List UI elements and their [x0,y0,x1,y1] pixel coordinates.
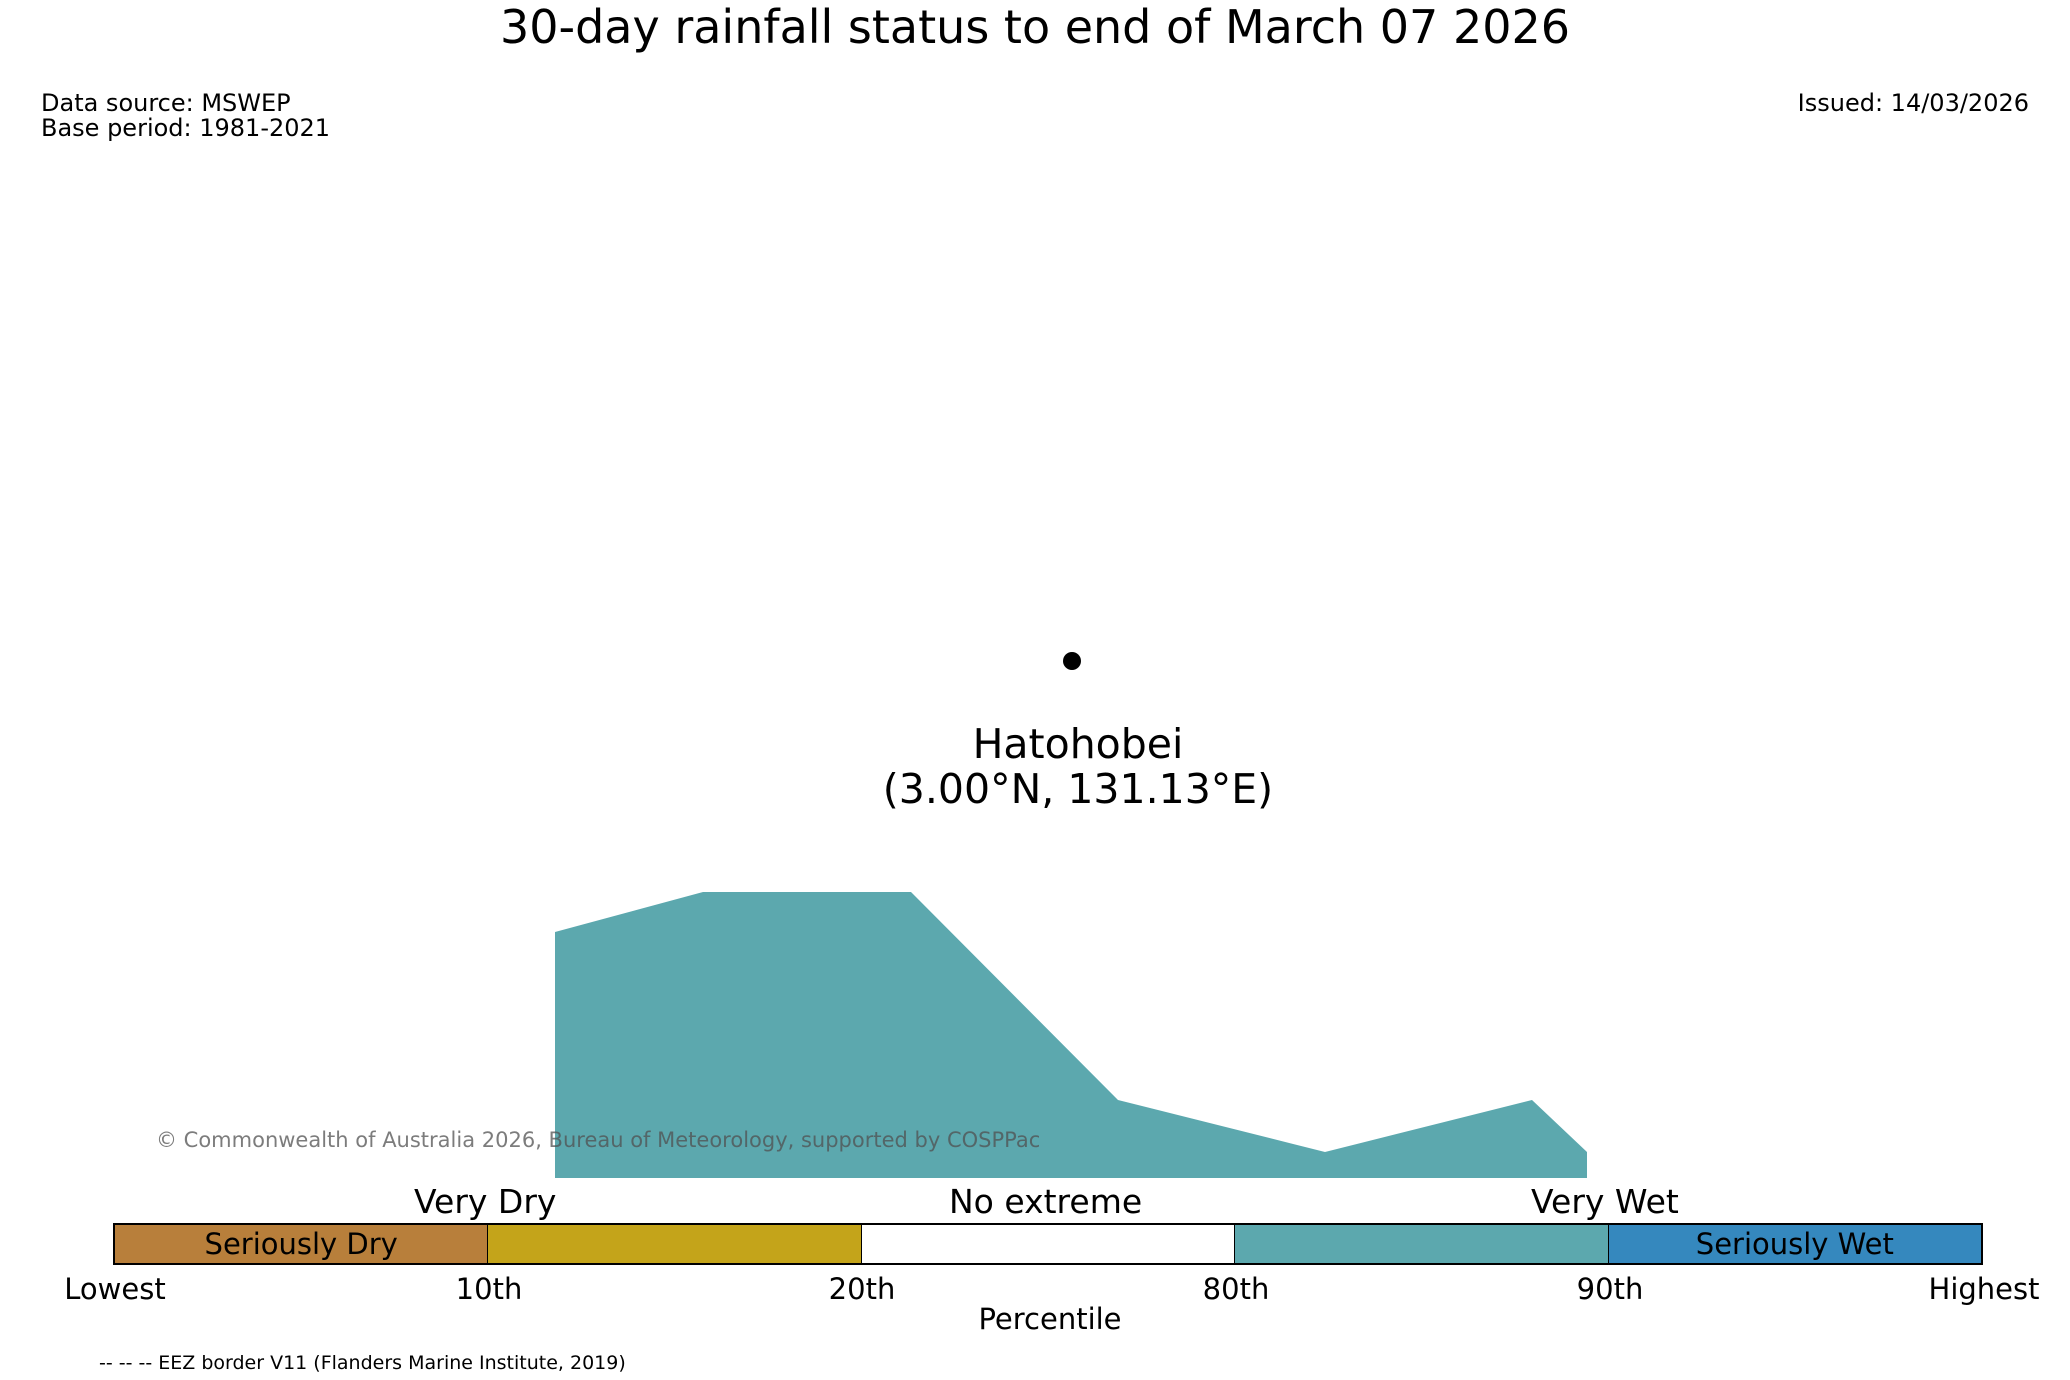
legend-axis-label: Percentile [978,1302,1122,1336]
issued-date-text: Issued: 14/03/2026 [1797,89,2029,117]
rainfall-region-shape [555,892,1587,1178]
percentile-legend-bar: Seriously Dry Seriously Wet [113,1223,1983,1265]
legend-tick-10th: 10th [455,1272,523,1306]
legend-segment-no-extreme [861,1225,1236,1263]
legend-segment-very-dry [488,1225,862,1263]
legend-tick-20th: 20th [828,1272,896,1306]
legend-tick-90th: 90th [1576,1272,1644,1306]
legend-tick-lowest: Lowest [64,1272,166,1306]
chart-title: 30-day rainfall status to end of March 0… [499,0,1571,54]
legend-category-no-extreme: No extreme [949,1182,1143,1221]
base-period-text: Base period: 1981-2021 [41,114,331,142]
legend-category-very-dry: Very Dry [414,1182,557,1221]
station-coordinates: (3.00°N, 131.13°E) [882,765,1274,813]
legend-segment-seriously-wet: Seriously Wet [1608,1225,1982,1263]
legend-category-very-wet: Very Wet [1531,1182,1679,1221]
data-source-text: Data source: MSWEP [41,89,291,117]
legend-segment-seriously-dry: Seriously Dry [115,1225,489,1263]
station-name: Hatohobei [972,720,1184,768]
legend-tick-highest: Highest [1928,1272,2040,1306]
station-marker-icon [1063,652,1081,670]
legend-tick-80th: 80th [1202,1272,1270,1306]
legend-segment-very-wet [1235,1225,1609,1263]
copyright-notice: © Commonwealth of Australia 2026, Bureau… [156,1128,1041,1152]
eez-footnote: -- -- -- EEZ border V11 (Flanders Marine… [99,1352,626,1374]
